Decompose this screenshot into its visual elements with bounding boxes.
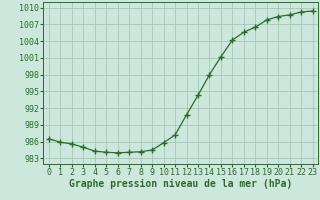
X-axis label: Graphe pression niveau de la mer (hPa): Graphe pression niveau de la mer (hPa) xyxy=(69,179,292,189)
